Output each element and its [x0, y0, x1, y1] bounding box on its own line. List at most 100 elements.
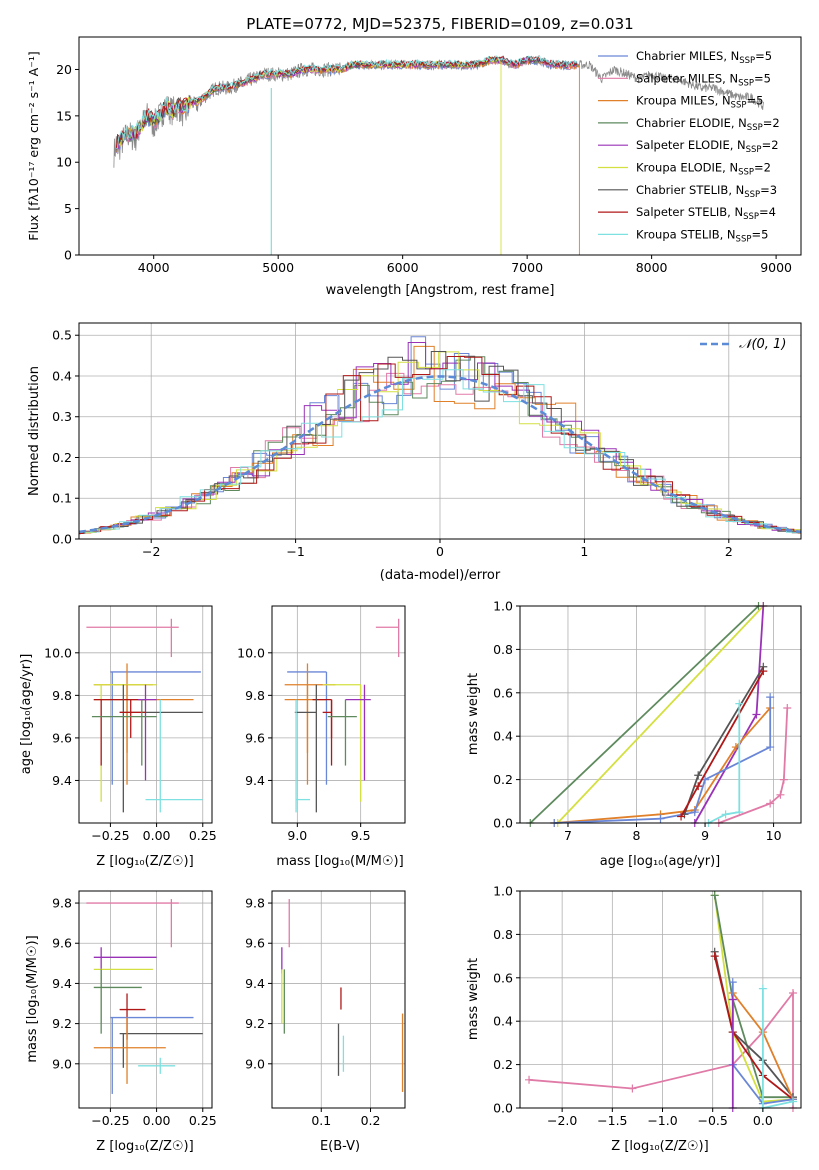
spectrum-legend: Chabrier MILES, NSSP=5 Salpeter MILES, NS…	[598, 49, 780, 244]
spectrum-ylabel: Flux [fλ10⁻¹⁷ erg cm⁻² s⁻¹ A⁻¹]	[26, 51, 41, 240]
y-tick-label: 0.0	[493, 816, 513, 831]
gaussian-curve	[78, 375, 802, 534]
y-tick-label: 0	[64, 248, 72, 263]
errorbar-point	[110, 1016, 194, 1094]
massweight-marker	[694, 771, 703, 780]
errorbar-point	[93, 1017, 166, 1084]
massweight-marker	[759, 667, 768, 676]
errorbar-point	[93, 698, 146, 766]
x-tick-label: 9.5	[351, 828, 371, 843]
massweight-vs-Z-ylabel: mass weight	[466, 958, 481, 1040]
x-tick-label: −0.25	[91, 828, 129, 843]
massweight-marker	[628, 1084, 637, 1093]
massweight-marker	[728, 995, 737, 1004]
y-tick-label: 0.0	[493, 1101, 513, 1116]
errorbar-point	[138, 1057, 176, 1074]
y-tick-label: 9.8	[52, 896, 72, 911]
mass-vs-ebv-panel: 0.1 0.2 9.0 9.2 9.4 9.6 9.8 E(B-V)	[245, 890, 406, 1154]
x-tick-label: 7000	[511, 260, 543, 275]
massweight-marker	[752, 710, 761, 719]
legend-entry: Kroupa STELIB, NSSP=5	[636, 227, 768, 244]
spectrum-xlabel: wavelength [Angstrom, rest frame]	[326, 283, 555, 298]
x-tick-label: 4000	[138, 260, 170, 275]
errorbar-point	[294, 684, 317, 813]
massweight-vs-age-panel: 7 8 9 10 0.0 0.2 0.4 0.6 0.8 1.0 age [log₁₀(age/y…	[466, 599, 802, 869]
massweight-vs-age-ylabel: mass weight	[466, 673, 481, 755]
x-tick-label: 9	[701, 828, 709, 843]
y-tick-label: 9.4	[52, 773, 72, 788]
massweight-series	[713, 955, 794, 1101]
residuals-ylabel: Normed distribution	[27, 366, 42, 496]
y-tick-label: 0.4	[493, 729, 513, 744]
massweight-marker	[721, 810, 730, 819]
massweight-marker	[525, 1075, 534, 1084]
y-tick-label: 10.0	[237, 645, 265, 660]
x-tick-label: 6000	[387, 260, 419, 275]
x-tick-label: 0.00	[143, 828, 171, 843]
y-tick-label: 9.0	[245, 1056, 265, 1071]
legend-entry: Kroupa MILES, NSSP=5	[636, 94, 763, 111]
errorbar-point	[86, 618, 179, 658]
mass-vs-Z-panel: −0.25 0.00 0.25 9.0 9.2 9.4 9.6 9.8 Z [log₁₀(Z/…	[25, 890, 217, 1154]
massweight-marker	[758, 984, 767, 993]
spectrum-panel: 4000 5000 6000 7000 8000 9000 0 5 10 15 20 wavelen…	[26, 36, 802, 298]
age-vs-mass-panel: 9.0 9.5 9.4 9.6 9.8 10.0 mass [log₁₀(M/M☉)]	[237, 605, 406, 869]
x-tick-label: 5000	[262, 260, 294, 275]
massweight-vs-Z-panel: −2.0 −1.5 −1.0 −0.5 0.0 0.0 0.2 0.4 0.6 0.8 1.0 Z …	[466, 884, 802, 1154]
x-tick-label: −1	[286, 544, 304, 559]
y-tick-label: 9.6	[245, 730, 265, 745]
x-tick-label: 9000	[760, 260, 792, 275]
y-tick-label: 0.6	[493, 685, 513, 700]
x-tick-label: 10	[766, 828, 782, 843]
errorbar-point	[119, 1033, 203, 1068]
age-vs-Z-panel: −0.25 0.00 0.25 9.4 9.6 9.8 10.0 Z [log₁₀(Z/Z☉…	[19, 605, 217, 869]
residual-histogram	[79, 345, 801, 534]
massweight-marker	[779, 775, 788, 784]
y-tick-label: 9.6	[245, 936, 265, 951]
mass-vs-Z-ylabel: mass [log₁₀(M/M☉)]	[25, 935, 40, 1062]
massweight-marker	[690, 808, 699, 817]
y-tick-label: 0.4	[52, 368, 72, 383]
age-vs-Z-xlabel: Z [log₁₀(Z/Z☉)]	[96, 854, 193, 869]
errorbar-point	[93, 969, 142, 1034]
massweight-marker	[677, 812, 686, 821]
residuals-xlabel: (data-model)/error	[380, 568, 501, 583]
residual-histogram	[79, 356, 801, 535]
x-tick-label: 0.0	[753, 1113, 773, 1128]
y-tick-label: 0.3	[52, 409, 72, 424]
legend-entry: Salpeter ELODIE, NSSP=2	[636, 138, 779, 155]
y-tick-label: 9.8	[245, 688, 265, 703]
legend-entry: Salpeter STELIB, NSSP=4	[636, 205, 776, 222]
massweight-marker	[735, 699, 744, 708]
x-tick-label: −1.5	[597, 1113, 627, 1128]
x-tick-label: −2.0	[547, 1113, 577, 1128]
age-vs-mass-xlabel: mass [log₁₀(M/M☉)]	[276, 854, 403, 869]
x-tick-label: 0.1	[311, 1113, 331, 1128]
errorbar-point	[327, 699, 357, 766]
massweight-marker	[710, 952, 719, 961]
massweight-marker	[788, 1097, 797, 1106]
errorbar-point	[86, 899, 179, 948]
massweight-vs-age-xlabel: age [log₁₀(age/yr)]	[600, 854, 721, 869]
massweight-series	[554, 697, 772, 824]
massweight-marker	[766, 693, 775, 702]
y-tick-label: 0.5	[52, 328, 72, 343]
massweight-series	[529, 605, 760, 824]
gaussian-legend-label: 𝒩(0, 1)	[739, 337, 786, 352]
mass-vs-Z-xlabel: Z [log₁₀(Z/Z☉)]	[96, 1139, 193, 1154]
errorbar-point	[145, 699, 203, 813]
y-tick-label: 9.8	[52, 688, 72, 703]
x-tick-label: −0.25	[91, 1113, 129, 1128]
massweight-series	[713, 895, 793, 1099]
x-tick-label: 7	[564, 828, 572, 843]
errorbar-point	[322, 684, 362, 802]
residual-histogram	[79, 356, 801, 534]
y-tick-label: 9.6	[52, 730, 72, 745]
y-tick-label: 0.4	[493, 1014, 513, 1029]
x-tick-label: 9.0	[287, 828, 307, 843]
y-tick-label: 1.0	[493, 884, 513, 899]
figure-title: PLATE=0772, MJD=52375, FIBERID=0109, z=0…	[246, 15, 633, 33]
y-tick-label: 9.4	[52, 976, 72, 991]
residual-histogram	[79, 369, 801, 533]
